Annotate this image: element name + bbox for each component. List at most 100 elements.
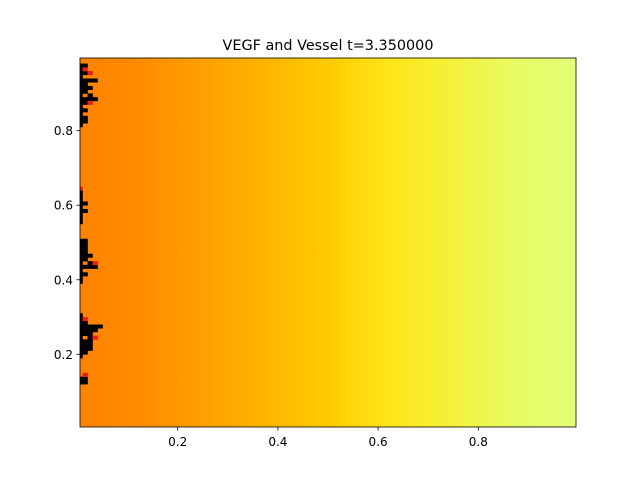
- vessel-cell: [87, 93, 93, 98]
- vessel-cell: [80, 220, 83, 225]
- vessel-cell: [82, 350, 88, 355]
- y-tick-label: 0.2: [54, 348, 73, 362]
- vessel-cell: [80, 350, 83, 355]
- vessel-cell: [80, 279, 83, 284]
- vessel-cell: [80, 74, 83, 79]
- vessel-cell: [80, 264, 83, 269]
- vessel-cell: [87, 78, 93, 83]
- vessel-cell: [80, 343, 83, 348]
- vessel-cell: [82, 376, 88, 381]
- vessel-cell: [80, 272, 83, 277]
- vessel-tip-cell: [87, 71, 93, 76]
- vessel-cell: [82, 253, 88, 258]
- vessel-cell: [82, 119, 88, 124]
- vessel-cell: [80, 97, 83, 102]
- vessel-cell: [80, 261, 83, 266]
- vessel-cell: [80, 324, 83, 329]
- y-tick-label: 0.8: [54, 124, 73, 138]
- vessel-cell: [82, 339, 88, 344]
- y-axis: 0.2 0.4 0.6 0.8: [54, 124, 80, 362]
- vessel-cell: [82, 100, 88, 105]
- plot-area: [80, 58, 576, 427]
- vessel-cell: [80, 276, 83, 281]
- vessel-cell: [80, 123, 83, 128]
- vessel-cell: [87, 328, 93, 333]
- vessel-cell: [80, 335, 83, 340]
- vessel-cell: [80, 71, 83, 76]
- vessel-cell: [87, 97, 93, 102]
- vessel-cell: [80, 238, 83, 243]
- vessel-cell: [80, 380, 83, 385]
- vessel-cell: [87, 343, 93, 348]
- vessel-cell: [82, 82, 88, 87]
- chart-title: VEGF and Vessel t=3.350000: [223, 38, 434, 54]
- vessel-cell: [80, 119, 83, 124]
- vessel-cell: [80, 93, 83, 98]
- vessel-cell: [82, 328, 88, 333]
- vessel-cell: [82, 346, 88, 351]
- vessel-cell: [80, 208, 83, 213]
- vessel-cell: [80, 100, 83, 105]
- vessel-cell: [82, 78, 88, 83]
- vessel-cell: [82, 242, 88, 247]
- vessel-cell: [80, 216, 83, 221]
- vessel-cell: [80, 89, 83, 94]
- vessel-cell: [92, 264, 98, 269]
- vessel-cell: [87, 339, 93, 344]
- vessel-cell: [87, 346, 93, 351]
- x-axis: 0.2 0.4 0.6 0.8: [168, 427, 488, 449]
- vessel-cell: [82, 115, 88, 120]
- vessel-cell: [92, 97, 98, 102]
- vessel-network: [80, 63, 103, 385]
- vessel-cell: [80, 320, 83, 325]
- vessel-cell: [92, 78, 98, 83]
- vessel-cell: [80, 78, 83, 83]
- vessel-cell: [80, 246, 83, 251]
- vessel-cell: [97, 324, 103, 329]
- vessel-cell: [82, 343, 88, 348]
- vessel-tip-cell: [82, 67, 88, 72]
- vessel-cell: [82, 380, 88, 385]
- vessel-cell: [87, 85, 93, 90]
- vessel-cell: [80, 201, 83, 206]
- vessel-tip-cell: [82, 317, 88, 322]
- vessel-cell: [80, 82, 83, 87]
- vessel-cell: [82, 108, 88, 113]
- vessel-cell: [82, 257, 88, 262]
- plot-frame: [79, 57, 577, 428]
- x-tick-label: 0.6: [369, 435, 388, 449]
- vessel-cell: [80, 376, 83, 381]
- x-tick-label: 0.4: [268, 435, 287, 449]
- vessel-cell: [80, 112, 83, 117]
- vessel-cell: [82, 89, 88, 94]
- vessel-cell: [80, 212, 83, 217]
- vessel-cell: [80, 339, 83, 344]
- vessel-tip-cell: [92, 261, 98, 266]
- vessel-cell: [82, 272, 88, 277]
- vessel-cell: [80, 108, 83, 113]
- vessel-cell: [82, 238, 88, 243]
- vessel-tip-cells: [80, 67, 98, 377]
- vessel-tip-cell: [80, 186, 83, 191]
- vessel-cell: [80, 249, 83, 254]
- vessel-cell: [80, 194, 83, 199]
- x-tick-label: 0.8: [469, 435, 488, 449]
- vessel-cell: [82, 320, 88, 325]
- vegf-concentration-field: [80, 58, 576, 427]
- vessel-cell: [80, 104, 83, 109]
- vessel-cell: [82, 97, 88, 102]
- vessel-cell: [87, 261, 93, 266]
- vessel-cell: [80, 346, 83, 351]
- y-tick-label: 0.6: [54, 199, 73, 213]
- vessel-cell: [82, 246, 88, 251]
- vessel-cell: [80, 85, 83, 90]
- y-tick-label: 0.4: [54, 273, 73, 287]
- vessel-cell: [80, 190, 83, 195]
- vessel-cell: [82, 324, 88, 329]
- vessel-cell: [80, 242, 83, 247]
- vessel-cell: [82, 331, 88, 336]
- vessel-cell: [92, 328, 98, 333]
- vessel-cell: [80, 257, 83, 262]
- vessel-cell: [87, 331, 93, 336]
